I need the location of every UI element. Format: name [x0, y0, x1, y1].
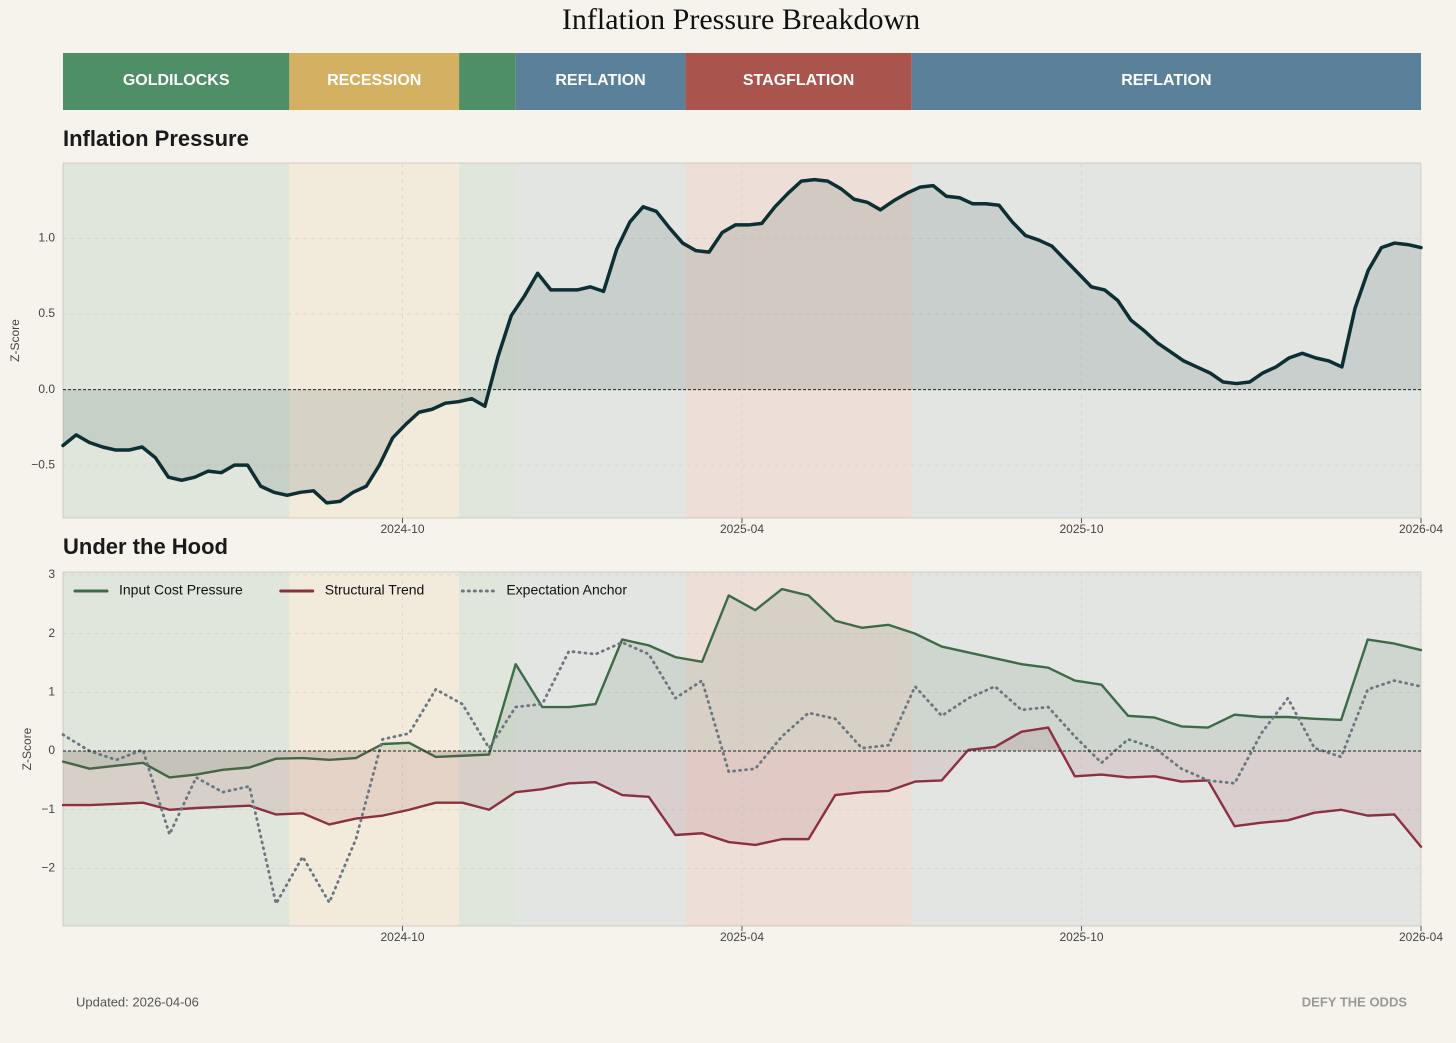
legend-label: Expectation Anchor — [506, 582, 627, 598]
series-line — [61, 587, 1423, 779]
pressure-line-area — [63, 179, 1421, 503]
regime-shade — [515, 163, 686, 518]
regime-shade — [63, 572, 290, 926]
regime-shade — [63, 163, 290, 518]
series-line — [61, 641, 1423, 906]
brand: DEFY THE ODDS — [1302, 994, 1408, 1009]
regime-band — [515, 53, 686, 110]
regime-label: REFLATION — [555, 72, 645, 89]
regime-shade — [685, 163, 912, 518]
regime-label: GOLDILOCKS — [123, 72, 230, 89]
legend-label: Input Cost Pressure — [119, 582, 243, 598]
pressure-line — [61, 177, 1423, 505]
regime-shade — [459, 163, 516, 518]
y-tick-label: 2 — [48, 626, 55, 640]
y-tick-label: 1.0 — [38, 231, 55, 245]
regime-band — [911, 53, 1421, 110]
updated-note: Updated: 2026-04-06 — [76, 994, 199, 1009]
regime-shade — [289, 163, 460, 518]
regime-label: REFLATION — [1121, 72, 1211, 89]
regime-shade — [911, 163, 1421, 518]
y-tick-label: 0.5 — [38, 306, 55, 320]
y-tick-label: 0.0 — [38, 382, 55, 396]
regime-label: RECESSION — [327, 72, 421, 89]
y-tick-label: −1 — [41, 802, 55, 816]
y-axis-label: Z-Score — [20, 727, 34, 770]
y-tick-label: 1 — [48, 685, 55, 699]
regime-shade — [515, 572, 686, 926]
x-tick-label: 2025-10 — [1059, 930, 1103, 944]
x-tick-label: 2025-04 — [720, 930, 764, 944]
section-title: Inflation Pressure — [63, 126, 249, 151]
y-tick-label: −2 — [41, 861, 55, 875]
regime-band — [459, 53, 516, 110]
regime-band — [289, 53, 460, 110]
x-tick-label: 2024-10 — [380, 522, 424, 536]
regime-shade — [459, 572, 516, 926]
x-tick-label: 2024-10 — [380, 930, 424, 944]
regime-label: STAGFLATION — [743, 72, 854, 89]
series-line — [61, 726, 1423, 848]
series-line-area — [63, 589, 1421, 778]
regime-band — [63, 53, 290, 110]
regime-band — [685, 53, 912, 110]
x-tick-label: 2026-04 — [1399, 930, 1443, 944]
page-title: Inflation Pressure Breakdown — [562, 3, 920, 36]
y-tick-label: 0 — [48, 743, 55, 757]
y-tick-label: 3 — [48, 567, 55, 581]
series-line-area — [63, 727, 1421, 847]
legend-label: Structural Trend — [325, 582, 425, 598]
x-tick-label: 2025-04 — [720, 522, 764, 536]
x-tick-label: 2026-04 — [1399, 522, 1443, 536]
x-tick-label: 2025-10 — [1059, 522, 1103, 536]
y-tick-label: −0.5 — [31, 457, 55, 471]
section-title: Under the Hood — [63, 534, 228, 559]
y-axis-label: Z-Score — [8, 319, 22, 362]
regime-shade — [911, 572, 1421, 926]
